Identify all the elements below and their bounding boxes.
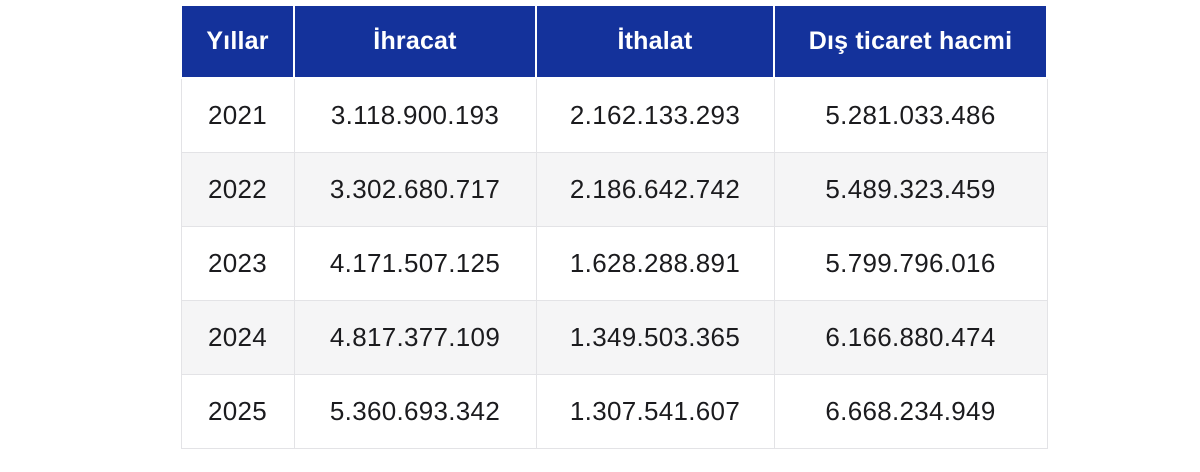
table-row: 2023 4.171.507.125 1.628.288.891 5.799.7… [180,225,1048,301]
table-body: 2021 3.118.900.193 2.162.133.293 5.281.0… [180,77,1048,449]
trade-table: Yıllar İhracat İthalat Dış ticaret hacmi… [180,4,1048,449]
import-cell: 2.186.642.742 [535,151,775,227]
import-cell: 1.307.541.607 [535,373,775,449]
volume-cell: 6.166.880.474 [773,299,1048,375]
year-cell: 2021 [180,77,295,153]
year-cell: 2023 [180,225,295,301]
table-row: 2021 3.118.900.193 2.162.133.293 5.281.0… [180,77,1048,153]
export-cell: 4.171.507.125 [293,225,537,301]
export-cell: 5.360.693.342 [293,373,537,449]
column-header-import: İthalat [535,4,775,79]
column-header-export: İhracat [293,4,537,79]
volume-cell: 5.489.323.459 [773,151,1048,227]
volume-cell: 6.668.234.949 [773,373,1048,449]
import-cell: 2.162.133.293 [535,77,775,153]
export-cell: 3.118.900.193 [293,77,537,153]
header-row: Yıllar İhracat İthalat Dış ticaret hacmi [180,4,1048,79]
year-cell: 2022 [180,151,295,227]
import-cell: 1.349.503.365 [535,299,775,375]
table-row: 2025 5.360.693.342 1.307.541.607 6.668.2… [180,373,1048,449]
export-cell: 3.302.680.717 [293,151,537,227]
export-cell: 4.817.377.109 [293,299,537,375]
volume-cell: 5.281.033.486 [773,77,1048,153]
column-header-volume: Dış ticaret hacmi [773,4,1048,79]
trade-table-container: Yıllar İhracat İthalat Dış ticaret hacmi… [180,4,1048,449]
table-row: 2022 3.302.680.717 2.186.642.742 5.489.3… [180,151,1048,227]
table-row: 2024 4.817.377.109 1.349.503.365 6.166.8… [180,299,1048,375]
column-header-years: Yıllar [180,4,295,79]
table-header: Yıllar İhracat İthalat Dış ticaret hacmi [180,4,1048,79]
year-cell: 2024 [180,299,295,375]
import-cell: 1.628.288.891 [535,225,775,301]
year-cell: 2025 [180,373,295,449]
volume-cell: 5.799.796.016 [773,225,1048,301]
